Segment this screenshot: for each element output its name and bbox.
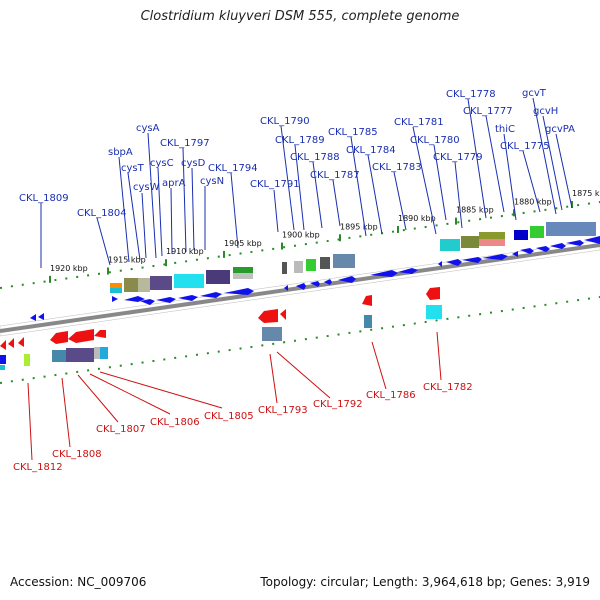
gene-label: gcvT <box>522 88 547 99</box>
gene-label: CKL_1783 <box>372 162 422 173</box>
gene-label: cysN <box>200 176 224 187</box>
gene-label: CKL_1807 <box>96 424 146 435</box>
gene-label: CKL_1782 <box>423 382 473 393</box>
kbp-label: 1910 kbp <box>166 247 204 256</box>
leaders-top <box>40 97 573 268</box>
kbp-label: 1880 kbp <box>514 197 552 206</box>
gene-label: CKL_1788 <box>290 152 340 163</box>
gene-label: CKL_1790 <box>260 116 310 127</box>
gene-label: CKL_1778 <box>446 89 496 100</box>
gene-labels-bottom: CKL_1812 CKL_1808 CKL_1807 CKL_1806 CKL_… <box>13 382 473 473</box>
kbp-label: 1920 kbp <box>50 264 88 273</box>
gene-label: CKL_1786 <box>366 390 416 401</box>
gene-label: CKL_1775 <box>500 141 550 152</box>
gene-label: CKL_1785 <box>328 127 378 138</box>
kbp-label: 1915 kbp <box>108 256 146 265</box>
gene-label: aprA <box>162 178 186 189</box>
kbp-label: 1885 kbp <box>456 206 494 215</box>
gene-label: CKL_1791 <box>250 179 300 190</box>
gene-label: CKL_1808 <box>52 449 102 460</box>
kbp-label: 1890 kbp <box>398 214 436 223</box>
kbp-label: 1905 kbp <box>224 239 262 248</box>
gene-labels-top: CKL_1809 CKL_1804 sbpA cysT cysW cysA cy… <box>19 88 575 219</box>
kbp-scale: 1920 kbp 1915 kbp 1910 kbp 1905 kbp 1900 kbp… <box>49 189 600 283</box>
gene-label: cysW <box>133 182 160 193</box>
gene-label: CKL_1809 <box>19 193 69 204</box>
forward-genes <box>0 230 600 370</box>
gene-label: CKL_1777 <box>463 106 513 117</box>
annotation-tracks-top <box>110 222 596 293</box>
gene-label: CKL_1792 <box>313 399 363 410</box>
gene-label: gcvH <box>533 106 558 117</box>
map-title: Clostridium kluyveri DSM 555, complete g… <box>140 9 460 24</box>
gene-label: CKL_1797 <box>160 138 210 149</box>
gene-label: cysC <box>150 158 174 169</box>
kbp-label: 1895 kbp <box>340 222 378 231</box>
topology-label: Topology: circular; Length: 3,964,618 bp… <box>260 575 590 589</box>
leaders-bottom <box>27 331 442 461</box>
gene-label: CKL_1787 <box>310 170 360 181</box>
accession-label: Accession: NC_009706 <box>10 575 147 589</box>
gene-label: CKL_1781 <box>394 117 444 128</box>
gene-label: CKL_1789 <box>275 135 325 146</box>
gene-label: cysA <box>136 123 160 134</box>
gene-label: CKL_1779 <box>433 152 483 163</box>
gene-label: CKL_1793 <box>258 405 308 416</box>
kbp-label: 1875 kbp <box>572 189 600 198</box>
gene-label: cysD <box>181 158 206 169</box>
reverse-genes <box>0 287 442 366</box>
gene-label: cysT <box>121 163 145 174</box>
gene-label: CKL_1784 <box>346 145 396 156</box>
gene-label: sbpA <box>108 147 133 158</box>
gene-label: CKL_1805 <box>204 411 254 422</box>
gene-label: thiC <box>495 124 515 135</box>
gene-label: CKL_1794 <box>208 163 258 174</box>
gene-label: CKL_1804 <box>77 208 127 219</box>
gene-label: CKL_1780 <box>410 135 460 146</box>
kbp-label: 1900 kbp <box>282 231 320 240</box>
gene-label: gcvPA <box>545 124 575 135</box>
gene-label: CKL_1806 <box>150 417 200 428</box>
gene-label: CKL_1812 <box>13 462 63 473</box>
